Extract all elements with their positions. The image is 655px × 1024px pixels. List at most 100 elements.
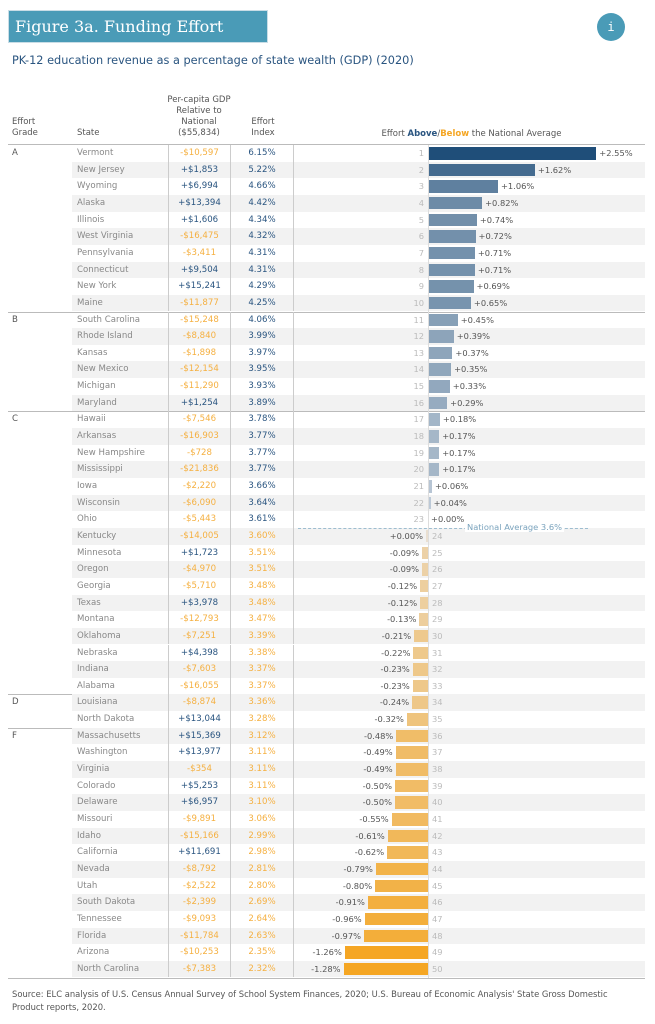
header-effort-grade: Effort Grade (12, 117, 38, 139)
group-divider (8, 311, 645, 313)
table-row: B South Carolina -$15,248 4.06% 11 +0.45% (8, 311, 645, 329)
rank-number: 26 (432, 564, 443, 575)
row-shade (72, 627, 645, 645)
rank-number: 15 (413, 381, 424, 392)
table-row: D Louisiana -$8,874 3.36% 34 -0.24% (8, 694, 645, 712)
gdp-relative: +$1,254 (168, 394, 230, 412)
state-name: Iowa (77, 481, 98, 491)
grade-label: C (12, 414, 19, 425)
rank-number: 29 (432, 614, 443, 625)
rank-number: 44 (432, 863, 443, 874)
bar-value-label: -0.62% (354, 847, 385, 858)
header-state: State (77, 128, 100, 138)
bar-value-label: +0.04% (433, 497, 467, 508)
effort-index: 3.12% (230, 727, 294, 745)
effort-index: 3.95% (230, 361, 294, 379)
state-name: New Jersey (77, 164, 125, 175)
row-shade (72, 461, 645, 478)
bar-value-label: +1.06% (500, 181, 535, 192)
header-line: Index (251, 128, 275, 138)
bar (387, 829, 428, 843)
row-shade (72, 794, 645, 811)
table-row: Pennsylvania -$3,411 4.31% 7 +0.71% (8, 244, 645, 262)
state-name: Nebraska (77, 647, 118, 658)
table-row: A Vermont -$10,597 6.15% 1 +2.55% (8, 145, 645, 162)
effort-index: 3.11% (230, 777, 294, 795)
bar-value-label: -0.91% (335, 897, 365, 908)
bar (428, 380, 450, 393)
bar (412, 663, 428, 676)
rank-number: 49 (432, 947, 443, 958)
bar (428, 296, 471, 310)
effort-index: 3.66% (230, 478, 294, 495)
rank-number: 24 (432, 530, 443, 541)
row-shade (72, 561, 645, 578)
gdp-relative: -$7,603 (168, 661, 230, 678)
state-name: Michigan (77, 381, 116, 392)
rank-number: 33 (432, 680, 443, 691)
state-name: Utah (77, 880, 98, 891)
bar-value-label: -0.32% (374, 714, 404, 725)
row-shade (72, 194, 645, 212)
bar-value-label: -0.13% (387, 614, 417, 625)
row-shade (72, 228, 645, 245)
effort-index: 3.89% (230, 394, 294, 412)
state-name: Vermont (77, 148, 114, 158)
gdp-relative: -$6,090 (168, 494, 230, 512)
bar (422, 546, 428, 560)
table-row: New Hampshire -$728 3.77% 19 +0.17% (8, 444, 645, 462)
row-shade (72, 860, 645, 878)
table-row: Georgia -$5,710 3.48% 27 -0.12% (8, 577, 645, 595)
rank-number: 31 (432, 647, 443, 658)
row-shade (72, 827, 645, 845)
bar (391, 813, 428, 826)
bar (428, 196, 483, 210)
gdp-relative: +$15,369 (168, 727, 230, 745)
grade-label: A (12, 148, 18, 158)
state-name: South Dakota (77, 897, 136, 908)
bar-value-label: -0.12% (387, 597, 418, 608)
bar (428, 230, 476, 243)
gdp-relative: +$1,853 (168, 161, 230, 179)
bar (375, 862, 428, 876)
state-name: Missouri (77, 814, 113, 824)
state-name: Arizona (77, 947, 110, 958)
effort-index: 3.77% (230, 444, 294, 462)
rank-number: 45 (432, 880, 443, 891)
table-row: Nebraska +$4,398 3.38% 31 -0.22% (8, 644, 645, 662)
bar-value-label: +0.72% (478, 231, 512, 242)
bar (395, 746, 428, 759)
gdp-relative: +$13,394 (168, 194, 230, 212)
bar-value-label: +0.00% (431, 514, 465, 525)
gdp-relative: -$15,166 (168, 827, 230, 845)
state-name: Minnesota (77, 547, 122, 558)
rank-number: 17 (413, 414, 424, 425)
bar (428, 163, 535, 177)
effort-index: 3.37% (230, 677, 294, 695)
effort-index: 3.60% (230, 527, 294, 545)
bar-value-label: +0.71% (477, 264, 512, 275)
state-name: Connecticut (77, 264, 129, 275)
bar-value-label: +1.62% (537, 164, 572, 175)
gdp-relative: +$6,957 (168, 794, 230, 811)
gdp-relative: -$16,055 (168, 677, 230, 695)
bar-value-label: -0.09% (389, 564, 420, 575)
rank-number: 47 (432, 913, 443, 924)
effort-index: 4.29% (230, 278, 294, 295)
gdp-relative: -$2,399 (168, 894, 230, 911)
bar-value-label: -0.55% (359, 814, 389, 824)
gdp-relative: +$13,977 (168, 744, 230, 762)
gdp-relative: -$7,546 (168, 411, 230, 429)
bar-value-label: -0.48% (363, 730, 394, 741)
rank-number: 32 (432, 664, 443, 675)
state-name: Oklahoma (77, 630, 121, 641)
effort-index: 4.31% (230, 244, 294, 262)
row-shade (72, 594, 645, 612)
national-average-line (298, 527, 588, 529)
table-row: North Carolina -$7,383 2.32% 50 -1.28% (8, 960, 645, 978)
effort-index: 3.93% (230, 378, 294, 395)
rank-number: 36 (432, 730, 443, 741)
rank-number: 21 (413, 481, 424, 491)
info-icon[interactable]: i (597, 13, 625, 41)
gdp-relative: +$1,606 (168, 211, 230, 229)
